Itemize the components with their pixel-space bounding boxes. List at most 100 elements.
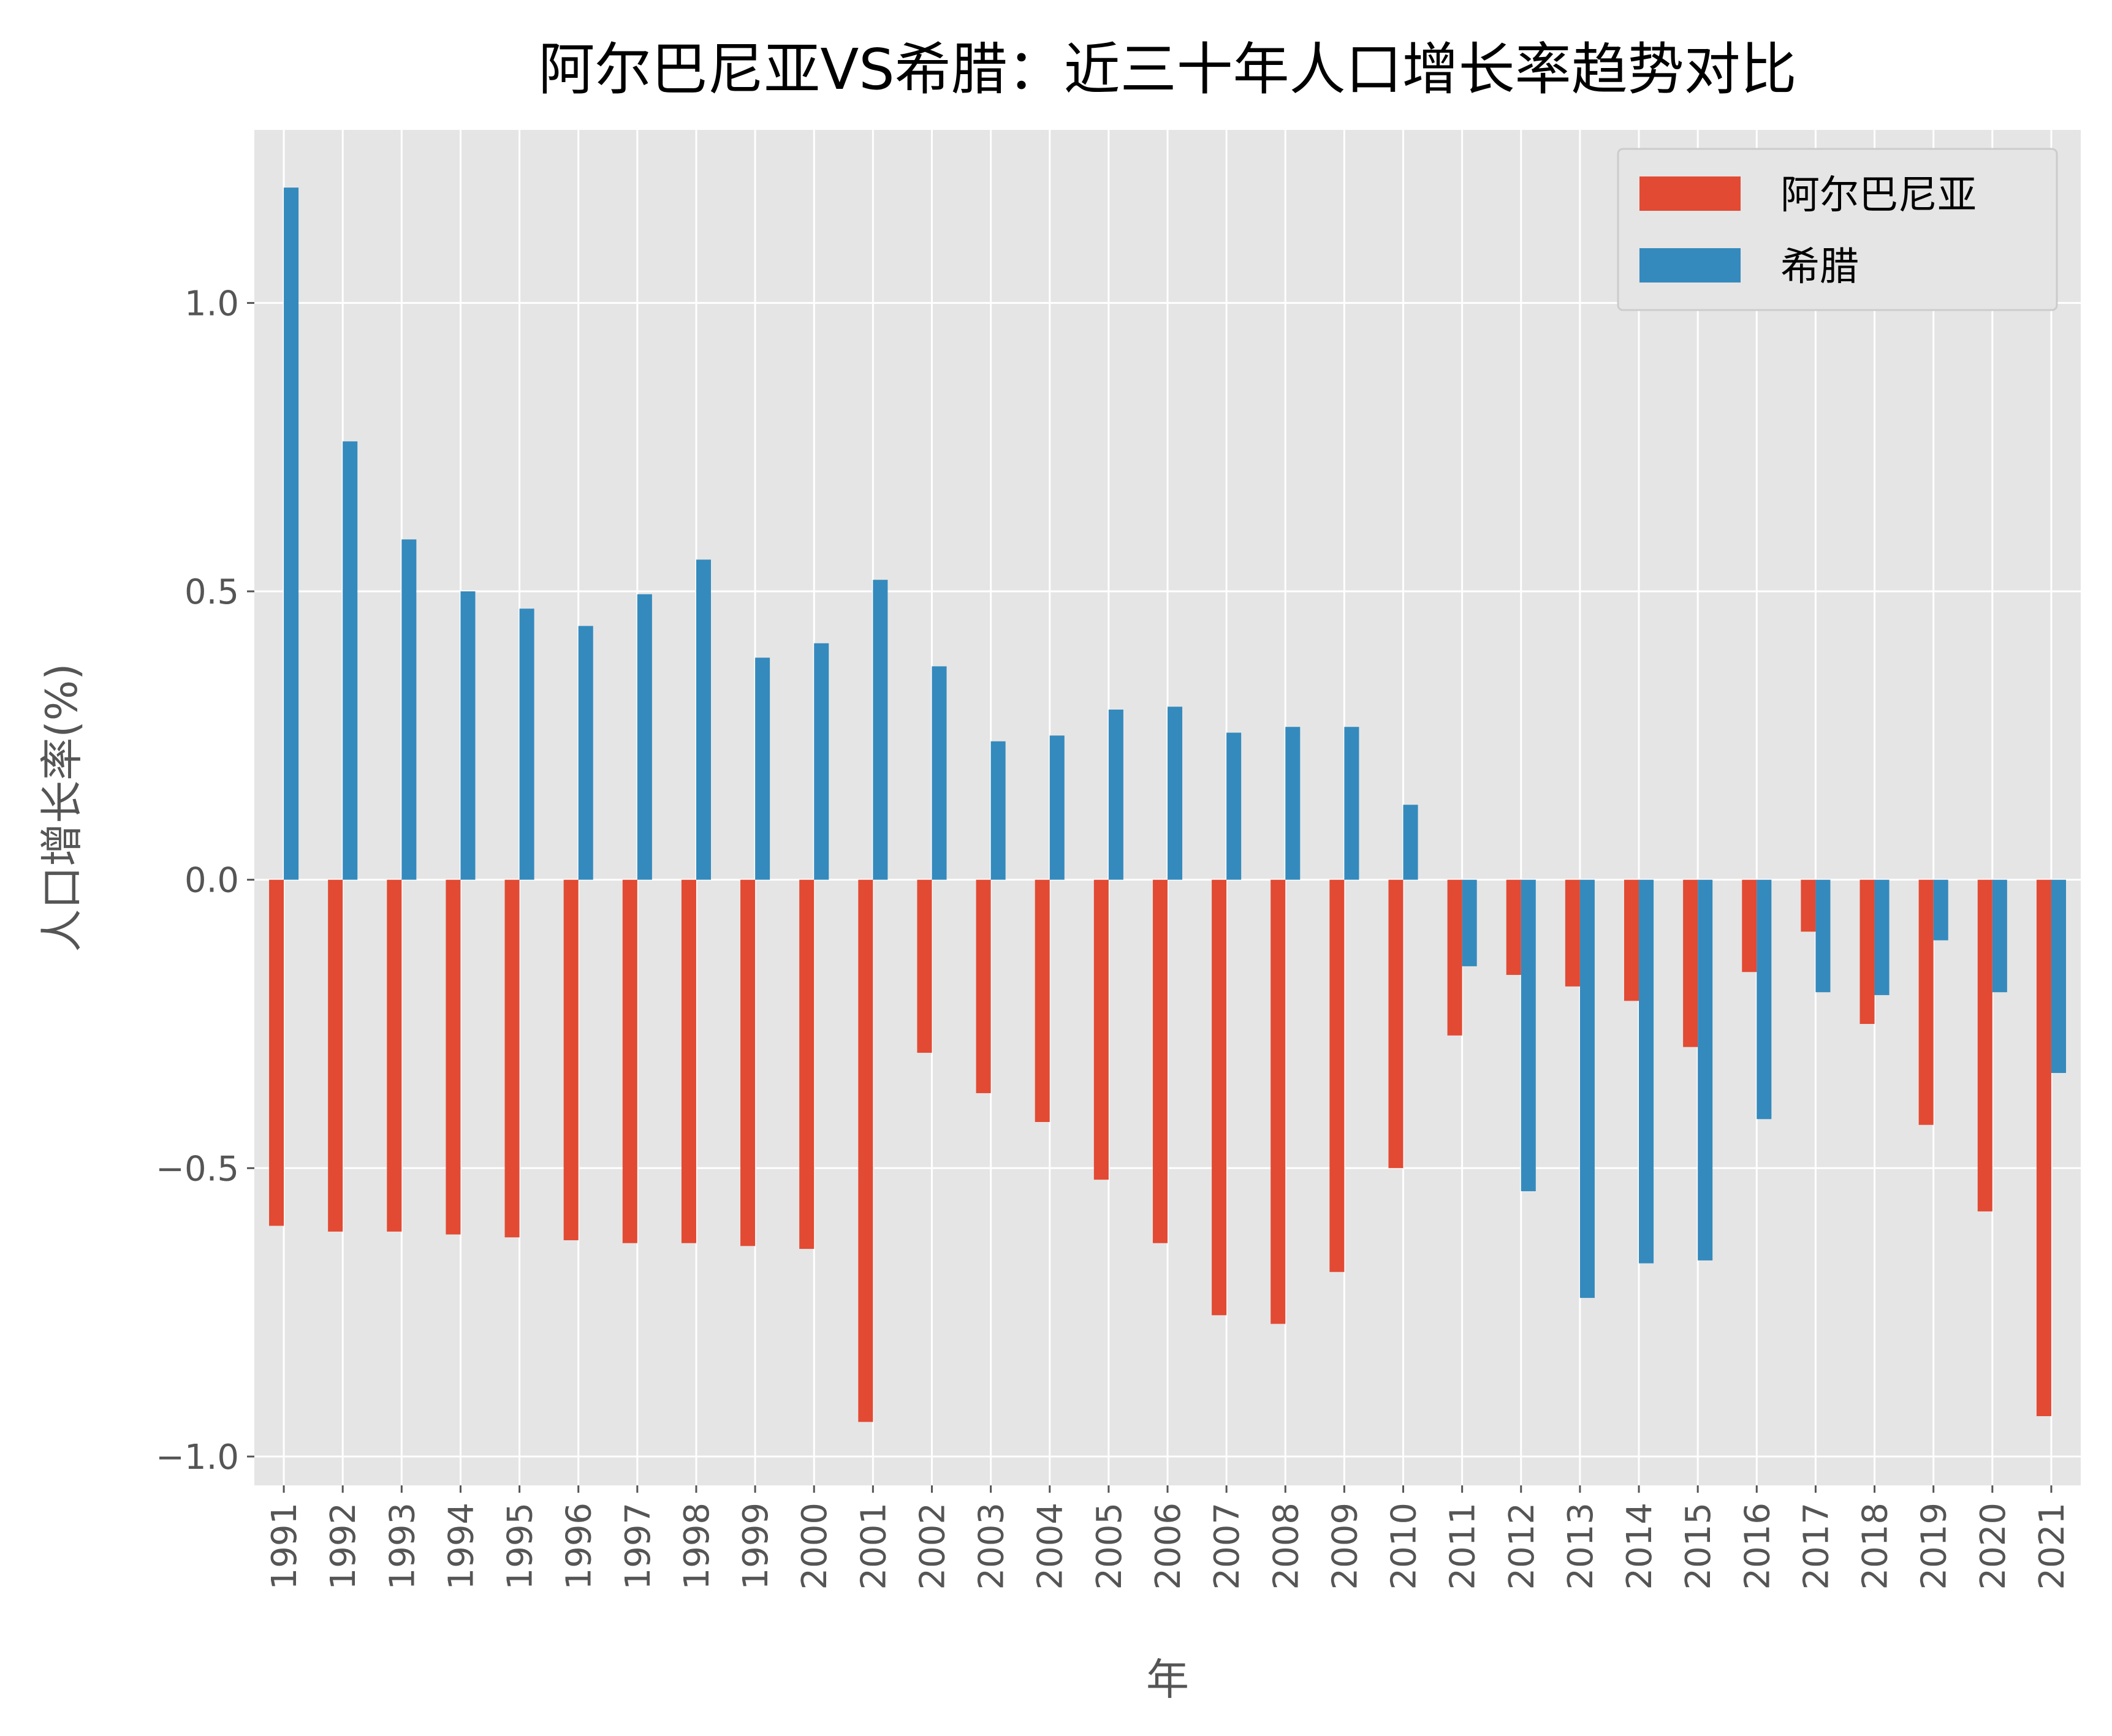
bar-albania-2009: [1329, 879, 1345, 1272]
x-tick-label: 2000: [795, 1503, 835, 1590]
bars: [269, 188, 2066, 1422]
chart-title: 阿尔巴尼亚VS希腊：近三十年人口增长率趋势对比: [538, 37, 1796, 102]
bar-albania-2018: [1859, 879, 1875, 1024]
x-tick-label: 1996: [560, 1503, 599, 1590]
bar-albania-1994: [446, 879, 461, 1235]
x-tick-label: 2020: [1973, 1503, 2013, 1590]
x-tick-label: 2002: [913, 1503, 952, 1590]
bar-greece-2020: [1992, 879, 2007, 993]
x-tick-label: 2016: [1738, 1503, 1777, 1590]
x-tick-label: 1999: [736, 1503, 776, 1590]
bar-greece-1993: [401, 539, 417, 880]
bar-greece-1999: [755, 658, 770, 880]
bar-albania-1996: [563, 879, 579, 1240]
bar-greece-2004: [1049, 735, 1065, 880]
legend-swatch-greece: [1639, 248, 1741, 282]
bar-albania-2002: [917, 879, 932, 1053]
bar-albania-2012: [1506, 879, 1521, 975]
bar-greece-2018: [1874, 879, 1890, 995]
x-tick-label: 2014: [1620, 1503, 1660, 1590]
y-tick-label: −0.5: [156, 1149, 239, 1189]
bar-albania-1999: [740, 879, 756, 1246]
x-tick-label: 2012: [1502, 1503, 1542, 1590]
bar-greece-2000: [814, 643, 829, 880]
bar-albania-1991: [269, 879, 284, 1226]
bar-albania-2019: [1918, 879, 1934, 1125]
x-tick-label: 2010: [1385, 1503, 1424, 1590]
bar-greece-2009: [1344, 727, 1359, 880]
bar-albania-2016: [1742, 879, 1757, 972]
bar-greece-1992: [343, 441, 358, 880]
bar-greece-2003: [990, 741, 1006, 880]
bar-albania-2000: [799, 879, 815, 1249]
bar-greece-1998: [696, 559, 711, 880]
x-tick-label: 2011: [1443, 1503, 1483, 1590]
bar-albania-2006: [1152, 879, 1168, 1243]
bar-greece-2013: [1579, 879, 1595, 1298]
bar-greece-2006: [1168, 707, 1183, 880]
bar-albania-1998: [681, 879, 696, 1243]
x-tick-label: 1992: [324, 1503, 363, 1590]
x-tick-label: 2004: [1031, 1503, 1071, 1590]
x-tick-label: 2006: [1149, 1503, 1188, 1590]
legend: 阿尔巴尼亚 希腊: [1617, 148, 2058, 311]
bar-greece-2016: [1757, 879, 1772, 1120]
bar-albania-2014: [1624, 879, 1639, 1001]
y-tick-label: −1.0: [156, 1438, 239, 1477]
bar-greece-2012: [1521, 879, 1536, 1191]
bar-greece-1991: [284, 188, 299, 880]
x-tick-label: 2005: [1090, 1503, 1130, 1590]
bar-albania-2020: [1977, 879, 1992, 1211]
bar-greece-2011: [1462, 879, 1477, 966]
bar-greece-2008: [1285, 727, 1301, 880]
bar-greece-2019: [1933, 879, 1948, 941]
bar-greece-2010: [1403, 805, 1418, 880]
bar-albania-1997: [622, 879, 637, 1243]
bar-albania-1993: [387, 879, 402, 1232]
bar-greece-1996: [578, 626, 593, 880]
bar-albania-2013: [1565, 879, 1580, 987]
y-tick-label: 0.5: [184, 572, 239, 612]
bar-albania-2007: [1212, 879, 1227, 1316]
bar-albania-2015: [1683, 879, 1698, 1047]
x-tick-label: 2021: [2032, 1503, 2072, 1590]
bar-albania-1992: [328, 879, 343, 1232]
bar-greece-2001: [873, 580, 888, 880]
bar-albania-2011: [1447, 879, 1462, 1036]
x-tick-label: 2009: [1325, 1503, 1365, 1590]
bar-greece-1994: [460, 591, 476, 880]
x-tick-label: 2015: [1679, 1503, 1719, 1590]
y-axis-label: 人口增长率(%): [37, 663, 87, 952]
bar-albania-2005: [1093, 879, 1109, 1180]
x-tick-label: 1991: [265, 1503, 305, 1590]
x-tick-label: 1997: [618, 1503, 658, 1590]
x-tick-label: 2001: [854, 1503, 894, 1590]
x-tick-label: 2018: [1856, 1503, 1896, 1590]
x-axis-ticks: 1991 1992 1993 1994 1995 1996 1997 1998 1999 2000…: [265, 1485, 2072, 1590]
bar-albania-2001: [858, 879, 873, 1422]
x-tick-label: 2013: [1561, 1503, 1601, 1590]
y-axis-ticks: −1.0 −0.5 0.0 0.5 1.0: [156, 284, 254, 1477]
x-tick-label: 1995: [501, 1503, 541, 1590]
y-tick-label: 1.0: [184, 284, 239, 324]
bar-greece-2007: [1226, 732, 1242, 880]
x-tick-label: 2008: [1266, 1503, 1306, 1590]
bar-albania-2010: [1388, 879, 1404, 1169]
x-axis-label: 年: [1146, 1655, 1189, 1705]
legend-swatch-albania: [1639, 176, 1741, 211]
bar-greece-2014: [1639, 879, 1654, 1264]
bar-greece-1997: [637, 594, 652, 880]
bar-albania-2021: [2036, 879, 2051, 1417]
x-tick-label: 1998: [677, 1503, 717, 1590]
x-tick-label: 1993: [382, 1503, 422, 1590]
legend-label-albania: 阿尔巴尼亚: [1780, 173, 1977, 218]
x-tick-label: 2017: [1796, 1503, 1836, 1590]
bar-greece-2017: [1815, 879, 1831, 993]
x-tick-label: 2007: [1207, 1503, 1247, 1590]
x-tick-label: 1994: [441, 1503, 481, 1590]
bar-greece-1995: [519, 608, 534, 880]
bar-albania-1995: [504, 879, 520, 1238]
bar-albania-2017: [1801, 879, 1816, 932]
bar-greece-2005: [1108, 709, 1123, 880]
